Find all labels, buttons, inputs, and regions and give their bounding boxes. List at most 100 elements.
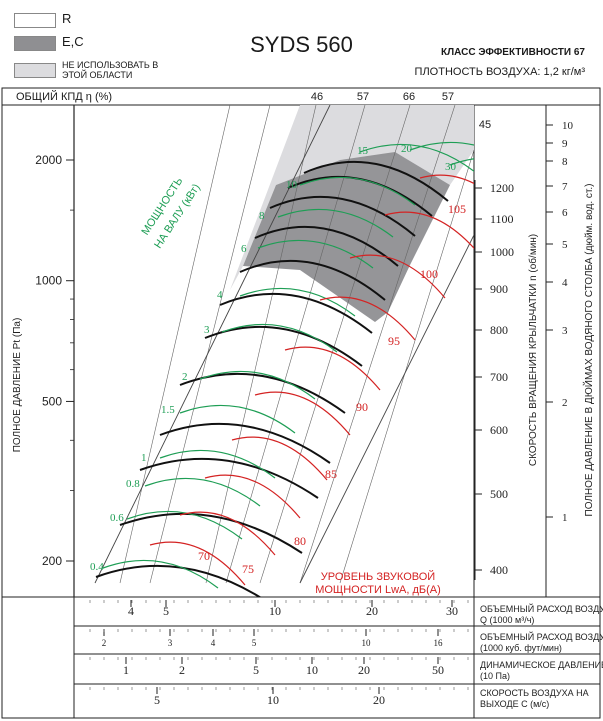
legend-swatch-nouse: [14, 63, 56, 78]
bottom-scale-label: ОБЪЕМНЫЙ РАСХОД ВОЗДУХА: [480, 603, 603, 614]
efficiency-tick-label: 57: [357, 91, 369, 103]
rpm-tick-label: 400: [490, 563, 508, 577]
wg-tick-label: 10: [562, 120, 574, 132]
bottom-tick-label: 20: [373, 693, 385, 707]
power-label: 1: [141, 452, 147, 464]
power-label: 1.5: [161, 404, 175, 416]
speed-curve: [239, 259, 386, 301]
efficiency-label: ОБЩИЙ КПД η (%): [16, 91, 113, 103]
bottom-tick-label: 5: [252, 638, 257, 648]
rpm-axis-label: СКОРОСТЬ ВРАЩЕНИЯ КРЫЛЬЧАТКИ n (об/мин): [527, 234, 539, 466]
efficiency-tick-label: 66: [403, 91, 415, 103]
bottom-tick-label: 4: [211, 638, 216, 648]
legend-swatch-ec: [14, 36, 56, 51]
sound-curve: [419, 174, 474, 185]
sound-label: 85: [325, 467, 337, 481]
y-tick-label: 1000: [35, 274, 62, 288]
wg-tick-label: 4: [562, 277, 568, 289]
power-label: 8: [259, 210, 265, 222]
power-curve: [277, 208, 394, 238]
power-curve: [159, 449, 276, 479]
bottom-scale-label: СКОРОСТЬ ВОЗДУХА НА: [480, 688, 589, 698]
speed-curve: [119, 512, 303, 554]
sound-curve: [349, 254, 446, 299]
efficiency-tick-label: 57: [442, 91, 454, 103]
wg-tick-label: 6: [562, 207, 568, 219]
sound-label: 70: [198, 549, 210, 563]
wg-tick-label: 8: [562, 156, 568, 168]
efficiency-line: [259, 105, 411, 584]
rpm-tick-label: 800: [490, 323, 508, 337]
speed-curve: [219, 292, 373, 334]
efficiency-class: КЛАСС ЭФФЕКТИВНОСТИ 67: [441, 47, 585, 58]
power-curve: [239, 287, 356, 317]
power-curve: [409, 141, 474, 151]
sound-label: 75: [242, 562, 254, 576]
power-label: 3: [204, 324, 210, 336]
power-label: 10: [286, 179, 298, 191]
power-label: 20: [401, 143, 413, 155]
bottom-scale-label: ДИНАМИЧЕСКОЕ ДАВЛЕНИЕ Pd: [480, 660, 603, 670]
bottom-scale-label: ОБЪЕМНЫЙ РАСХОД ВОЗДУХА Q: [480, 631, 603, 642]
sound-label: 90: [356, 400, 368, 414]
speed-curve: [269, 195, 416, 237]
speed-curve: [254, 225, 399, 267]
power-label: 0.6: [110, 512, 124, 524]
power-curve: [199, 370, 316, 400]
rpm-tick-label: 500: [490, 487, 508, 501]
power-label: 0.8: [126, 478, 140, 490]
bottom-tick-label: 2: [102, 638, 107, 648]
y-tick-label: 500: [42, 394, 62, 408]
power-label: 30: [445, 161, 457, 173]
wg-tick-label: 2: [562, 397, 568, 409]
sound-curve: [179, 511, 276, 556]
efficiency-line: [119, 105, 231, 584]
sound-axis-label-2: МОЩНОСТИ LwA, дБ(А): [315, 584, 441, 596]
power-curve: [299, 176, 416, 206]
bottom-scale-label-2: ВЫХОДЕ C (м/с): [480, 699, 549, 709]
efficiency-line: [339, 149, 474, 584]
bottom-tick-label: 10: [362, 638, 372, 648]
bottom-tick-label: 2: [179, 663, 185, 677]
chart-title: SYDS 560: [250, 32, 353, 57]
bottom-tick-label: 5: [163, 604, 169, 618]
bottom-tick-label: 10: [267, 693, 279, 707]
bottom-tick-label: 16: [434, 638, 444, 648]
wg-tick-label: 1: [562, 512, 568, 524]
y-tick-label: 2000: [35, 153, 62, 167]
bottom-tick-label: 10: [306, 663, 318, 677]
bottom-tick-label: 50: [432, 663, 444, 677]
sound-axis-label: УРОВЕНЬ ЗВУКОВОЙ: [321, 570, 435, 583]
power-curve: [126, 510, 243, 540]
power-label: 0.4: [90, 561, 104, 573]
legend-label-nouse: НЕ ИСПОЛЬЗОВАТЬ В ЭТОЙ ОБЛАСТИ: [62, 60, 159, 80]
bottom-scale-label-2: (10 Па): [480, 671, 510, 681]
speed-curve: [303, 160, 449, 202]
efficiency-tick-label: 46: [311, 91, 323, 103]
sound-label: 80: [294, 534, 306, 548]
wg-tick-label: 9: [562, 138, 568, 150]
rpm-tick-label: 1100: [490, 212, 514, 226]
efficiency-line: [149, 105, 271, 584]
bottom-tick-label: 3: [168, 638, 173, 648]
rpm-tick-label: 1000: [490, 245, 514, 259]
band-edge-left: [94, 105, 331, 584]
efficiency-line: [299, 105, 456, 584]
power-curve: [144, 477, 261, 507]
power-label: 15: [357, 145, 369, 157]
sound-curve: [231, 436, 328, 481]
y-tick-label: 200: [42, 554, 62, 568]
sound-curve: [204, 474, 301, 519]
legend-label-r: R: [62, 11, 72, 26]
bottom-tick-label: 1: [123, 663, 129, 677]
power-curve: [257, 239, 374, 269]
bottom-tick-label: 5: [253, 663, 259, 677]
air-density: ПЛОТНОСТЬ ВОЗДУХА: 1,2 кг/м³: [414, 66, 585, 78]
sound-curve: [319, 296, 416, 341]
power-label: 4: [217, 289, 223, 301]
rpm-tick-label: 700: [490, 370, 508, 384]
bottom-scale-label-2: Q (1000 м³/ч): [480, 615, 534, 625]
region-nouse: [230, 105, 474, 290]
wg-axis-label: ПОЛНОЕ ДАВЛЕНИЕ В ДЮЙМАХ ВОДЯНОГО СТОЛБА…: [582, 184, 595, 517]
